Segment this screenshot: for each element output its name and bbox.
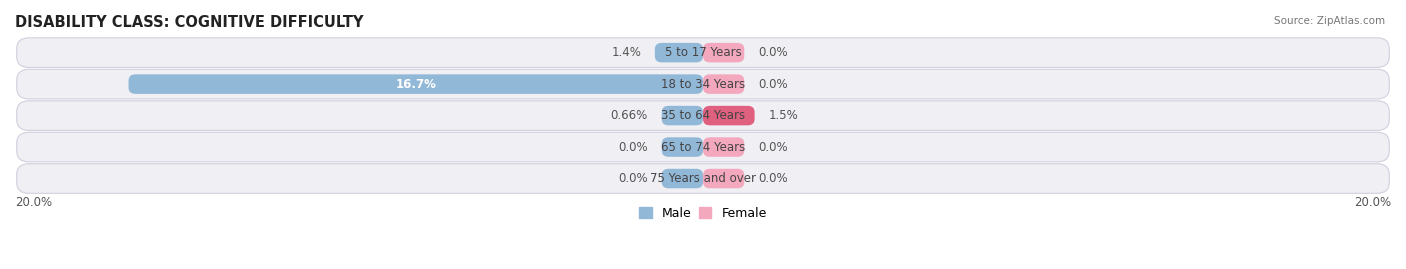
Text: 0.0%: 0.0% [758, 172, 787, 185]
Text: DISABILITY CLASS: COGNITIVE DIFFICULTY: DISABILITY CLASS: COGNITIVE DIFFICULTY [15, 15, 364, 30]
Text: 1.4%: 1.4% [612, 46, 641, 59]
FancyBboxPatch shape [703, 74, 744, 94]
FancyBboxPatch shape [17, 132, 1389, 162]
Text: 1.5%: 1.5% [768, 109, 799, 122]
FancyBboxPatch shape [703, 106, 755, 125]
FancyBboxPatch shape [662, 137, 703, 157]
Text: 0.0%: 0.0% [758, 78, 787, 91]
FancyBboxPatch shape [17, 164, 1389, 193]
FancyBboxPatch shape [17, 38, 1389, 68]
FancyBboxPatch shape [662, 169, 703, 188]
FancyBboxPatch shape [703, 137, 744, 157]
FancyBboxPatch shape [662, 106, 703, 125]
Text: 0.0%: 0.0% [619, 172, 648, 185]
Text: 75 Years and over: 75 Years and over [650, 172, 756, 185]
Text: 18 to 34 Years: 18 to 34 Years [661, 78, 745, 91]
Legend: Male, Female: Male, Female [634, 202, 772, 225]
FancyBboxPatch shape [17, 101, 1389, 130]
Text: 0.0%: 0.0% [619, 141, 648, 154]
Text: 16.7%: 16.7% [395, 78, 436, 91]
Text: 20.0%: 20.0% [1354, 196, 1391, 209]
FancyBboxPatch shape [17, 69, 1389, 99]
Text: Source: ZipAtlas.com: Source: ZipAtlas.com [1274, 16, 1385, 26]
FancyBboxPatch shape [703, 169, 744, 188]
Text: 5 to 17 Years: 5 to 17 Years [665, 46, 741, 59]
Text: 0.0%: 0.0% [758, 46, 787, 59]
FancyBboxPatch shape [128, 74, 703, 94]
FancyBboxPatch shape [703, 43, 744, 62]
Text: 0.0%: 0.0% [758, 141, 787, 154]
Text: 20.0%: 20.0% [15, 196, 52, 209]
Text: 0.66%: 0.66% [610, 109, 648, 122]
Text: 35 to 64 Years: 35 to 64 Years [661, 109, 745, 122]
Text: 65 to 74 Years: 65 to 74 Years [661, 141, 745, 154]
FancyBboxPatch shape [655, 43, 703, 62]
